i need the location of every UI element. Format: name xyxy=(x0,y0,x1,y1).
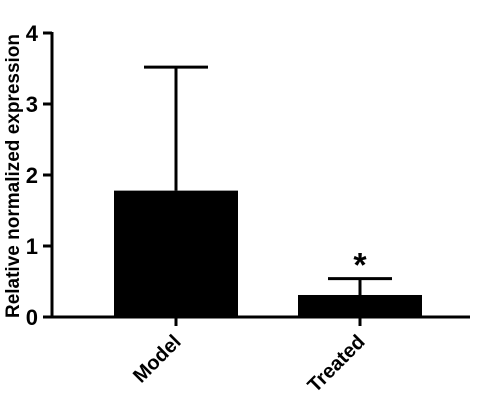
y-axis-label: Relative normalized expression xyxy=(3,34,24,318)
y-tick-label: 3 xyxy=(26,92,38,117)
y-tick-label: 4 xyxy=(26,21,39,46)
x-tick-label: Treated xyxy=(304,331,370,397)
bar xyxy=(298,294,422,317)
significance-marker: * xyxy=(353,247,367,285)
y-tick-label: 0 xyxy=(26,305,38,330)
plot-area: 0 1 2 3 4 Model Treated * xyxy=(26,21,470,397)
y-tick-label: 2 xyxy=(26,163,38,188)
bar xyxy=(114,190,238,317)
y-tick-label: 1 xyxy=(26,234,38,259)
x-tick-label: Model xyxy=(129,331,185,387)
